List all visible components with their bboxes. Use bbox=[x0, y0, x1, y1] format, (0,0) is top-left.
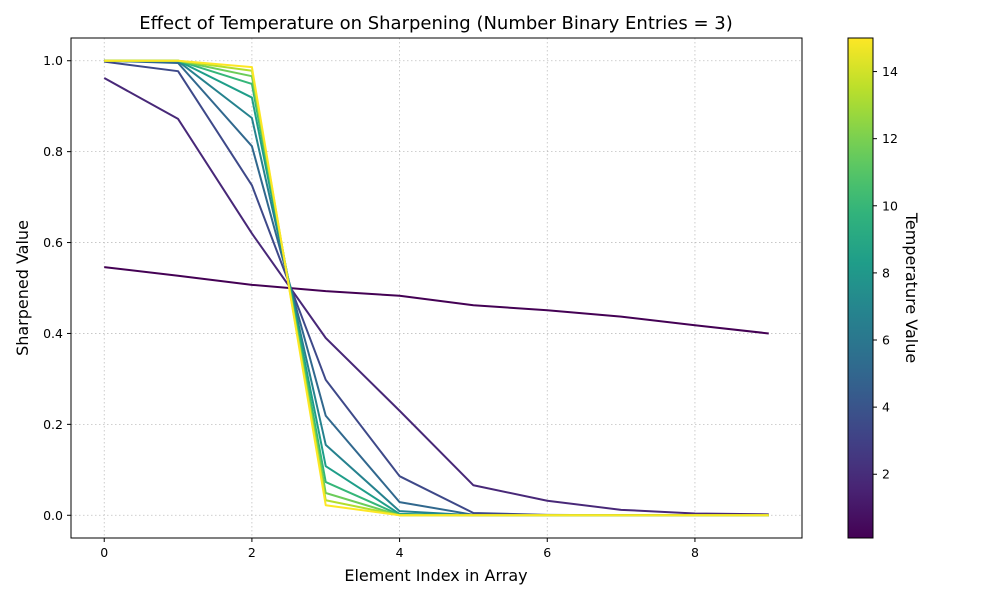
colorbar-tick-label: 6 bbox=[882, 333, 890, 348]
y-tick-label: 0.4 bbox=[43, 326, 63, 341]
colorbar-tick-label: 2 bbox=[882, 467, 890, 482]
grid bbox=[71, 38, 802, 538]
x-axis-label: Element Index in Array bbox=[344, 566, 527, 585]
y-tick-label: 0.6 bbox=[43, 235, 63, 250]
x-tick-label: 0 bbox=[100, 545, 108, 560]
colorbar-tick-label: 12 bbox=[882, 131, 898, 146]
series-lines bbox=[103, 59, 769, 517]
colorbar-frame bbox=[847, 37, 874, 539]
colorbar-ticks: 2 4 6 8 10 12 14 bbox=[873, 64, 898, 482]
axes-frame bbox=[70, 37, 803, 539]
series-line-9 bbox=[104, 59, 769, 517]
colorbar-tick-label: 8 bbox=[882, 265, 890, 280]
y-tick-label: 0.0 bbox=[43, 508, 63, 523]
colorbar-gradient bbox=[848, 38, 873, 538]
series-line-0 bbox=[104, 266, 769, 335]
x-axis-ticks: 0 2 4 6 8 bbox=[100, 538, 699, 560]
y-tick-label: 0.2 bbox=[43, 417, 63, 432]
y-axis-ticks: 0.0 0.2 0.4 0.6 0.8 1.0 bbox=[43, 53, 71, 523]
y-axis-label: Sharpened Value bbox=[13, 220, 32, 356]
x-tick-label: 8 bbox=[691, 545, 699, 560]
colorbar-label: Temperature Value bbox=[902, 212, 921, 363]
colorbar-tick-label: 14 bbox=[882, 64, 898, 79]
y-tick-label: 0.8 bbox=[43, 144, 63, 159]
plot-area: 0 2 4 6 8 0.0 0.2 0.4 0.6 0.8 1.0 bbox=[43, 37, 803, 560]
colorbar: 2 4 6 8 10 12 14 Temperature Value bbox=[847, 37, 921, 539]
colorbar-tick-label: 10 bbox=[882, 198, 898, 213]
x-tick-label: 2 bbox=[248, 545, 256, 560]
series-line-1 bbox=[103, 77, 769, 516]
chart-title: Effect of Temperature on Sharpening (Num… bbox=[139, 13, 733, 34]
colorbar-tick-label: 4 bbox=[882, 400, 890, 415]
x-tick-label: 4 bbox=[396, 545, 404, 560]
x-tick-label: 6 bbox=[543, 545, 551, 560]
y-tick-label: 1.0 bbox=[43, 53, 63, 68]
